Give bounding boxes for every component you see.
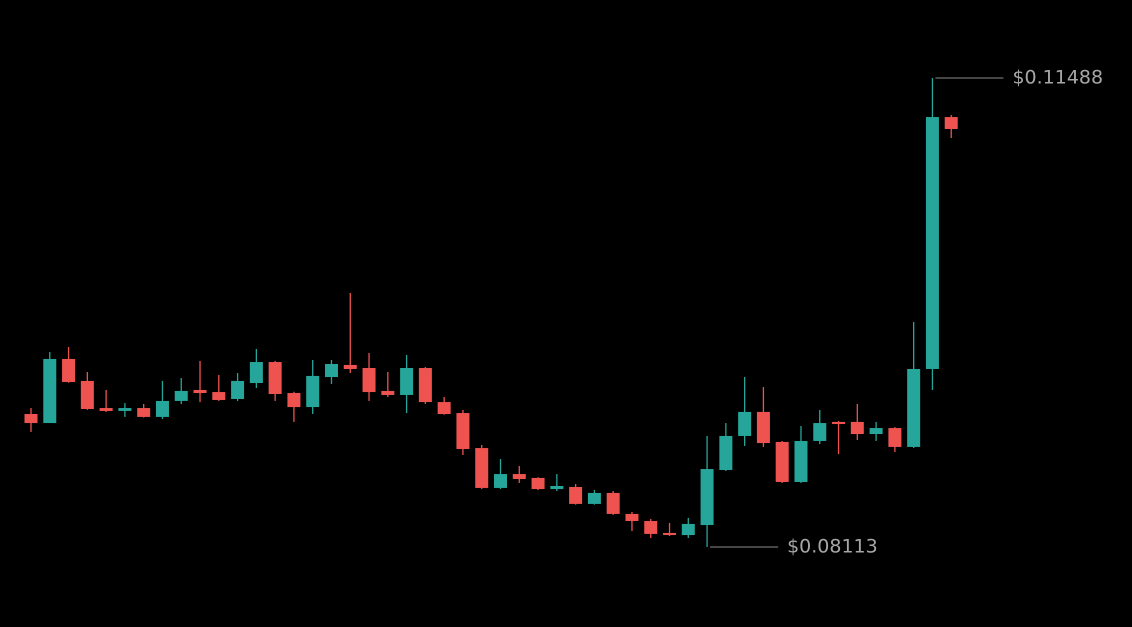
candle-body — [907, 368, 921, 447]
candle-body — [287, 393, 301, 408]
candle-body — [663, 532, 677, 536]
candle-body — [62, 358, 76, 383]
candle-body — [587, 492, 601, 504]
candle-body — [606, 492, 620, 514]
candle-body — [249, 362, 263, 384]
candle-body — [43, 358, 57, 424]
candle-body — [174, 390, 188, 401]
candle-body — [118, 408, 132, 411]
candle-body — [832, 421, 846, 425]
candle-body — [775, 441, 789, 482]
candle-body — [456, 413, 470, 450]
candle-body — [99, 408, 113, 411]
candle-body — [494, 474, 507, 488]
candle-body — [362, 368, 376, 393]
annotation-label: $0.11488 — [1012, 67, 1103, 89]
candle-body — [343, 364, 357, 369]
candle-body — [268, 362, 282, 395]
candle-body — [569, 486, 583, 504]
candle-body — [531, 477, 545, 490]
candle-body — [644, 521, 658, 534]
candle-body — [512, 474, 526, 480]
candle-body — [681, 523, 695, 536]
candle-body — [850, 421, 864, 435]
candle-body — [738, 411, 752, 436]
candle-body — [212, 392, 226, 400]
candle-body — [437, 402, 451, 415]
candle-body — [756, 411, 770, 444]
candle-body — [700, 469, 714, 526]
annotation-label: $0.08113 — [787, 536, 878, 558]
candle-body — [869, 428, 883, 435]
candle-body — [155, 400, 169, 417]
candle-body — [550, 485, 564, 490]
candle-body — [24, 414, 38, 424]
candle-body — [813, 423, 827, 441]
candle-body — [231, 380, 245, 400]
candle-body — [418, 368, 432, 403]
candle-body — [794, 440, 808, 482]
candle-body — [944, 117, 958, 129]
candle-body — [719, 435, 733, 471]
candle-body — [925, 117, 939, 369]
candle-body — [888, 428, 902, 447]
candle-body — [400, 368, 414, 395]
candle-body — [475, 448, 489, 488]
candle-body — [137, 408, 151, 417]
candle-body — [306, 375, 320, 408]
candle-body — [324, 363, 338, 378]
candle-body — [625, 513, 639, 522]
candle-body — [193, 389, 207, 394]
candle-body — [381, 390, 395, 395]
candle-body — [80, 380, 94, 410]
